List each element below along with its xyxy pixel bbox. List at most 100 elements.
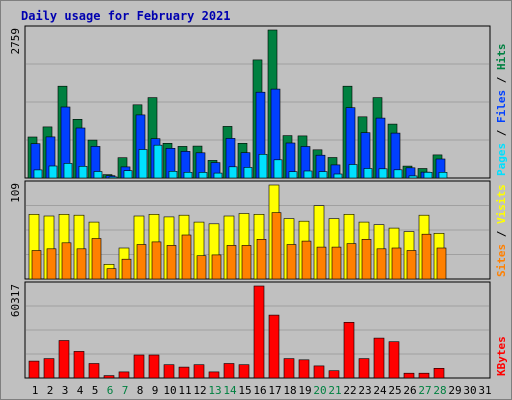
kbytes-bar [103,375,115,379]
sites-bar [241,245,252,280]
kbytes-bar [433,367,445,379]
legend-sites: Sites [495,244,508,277]
kbytes-bar [313,365,325,379]
x-tick-label-day-12: 12 [193,384,206,397]
kbytes-bar [253,285,265,379]
x-tick-label-day-14: 14 [223,384,237,397]
x-tick-label-day-23: 23 [358,384,371,397]
pages-bar [318,171,328,179]
pages-bar [393,169,403,179]
panel-visits-sites-ymax-label: 109 [9,183,22,203]
legend-separator: / [495,70,508,90]
kbytes-bar [373,337,385,379]
x-tick-label-day-21: 21 [328,384,341,397]
sites-bar [331,246,342,280]
legend-hits: Hits [495,44,508,71]
kbytes-bar [43,358,55,379]
sites-bar [436,247,447,280]
sites-bar [256,239,267,280]
pages-bar [258,154,268,179]
panel-visits-sites-legend: Sites / Visits [495,184,508,277]
legend-separator: / [495,123,508,143]
pages-bar [33,169,43,179]
kbytes-bar [178,366,190,379]
x-tick-label-day-11: 11 [178,384,191,397]
x-tick-label-day-18: 18 [283,384,296,397]
kbytes-bar [328,370,340,379]
kbytes-bar [223,363,235,379]
panel-hits-files-pages-legend: Pages / Files / Hits [495,44,508,177]
kbytes-bar [343,321,355,379]
sites-bar [226,245,237,280]
x-tick-label-day-3: 3 [62,384,69,397]
pages-bar [288,171,298,179]
pages-bar [303,170,313,179]
x-tick-label-day-17: 17 [268,384,281,397]
legend-separator: / [495,224,508,244]
pages-bar [333,173,343,179]
pages-bar [153,144,163,179]
pages-bar [228,166,238,179]
x-tick-label-day-20: 20 [313,384,326,397]
pages-bar [408,175,418,179]
pages-bar [378,168,388,179]
x-tick-label-day-6: 6 [107,384,114,397]
kbytes-bar [88,363,100,379]
kbytes-bar [73,351,85,379]
x-tick-label-day-16: 16 [253,384,266,397]
sites-bar [91,238,102,280]
x-tick-label-day-8: 8 [137,384,144,397]
sites-bar [166,245,177,280]
x-tick-label-day-29: 29 [448,384,461,397]
pages-bar [423,172,433,179]
sites-bar [391,247,402,280]
kbytes-bar [283,358,295,379]
x-tick-label-day-1: 1 [32,384,39,397]
pages-bar [63,163,73,179]
sites-bar [151,241,162,280]
kbytes-bar [358,358,370,379]
x-tick-label-day-27: 27 [418,384,431,397]
pages-bar [183,172,193,179]
sites-bar [361,239,372,280]
sites-bar [346,243,357,280]
kbytes-bar [268,314,280,379]
x-tick-label-day-30: 30 [463,384,476,397]
kbytes-bar [193,364,205,379]
x-tick-label-day-26: 26 [403,384,416,397]
pages-bar [108,176,118,179]
kbytes-bar [403,372,415,379]
sites-bar [406,250,417,280]
sites-bar [271,212,282,280]
pages-bar [348,164,358,179]
pages-bar [273,159,283,179]
pages-bar [93,171,103,179]
sites-bar [211,254,222,280]
x-tick-label-day-15: 15 [238,384,251,397]
sites-bar [316,246,327,280]
kbytes-bar [418,372,430,379]
pages-bar [243,167,253,179]
kbytes-bar [208,371,220,379]
x-tick-label-day-22: 22 [343,384,356,397]
legend-pages: Pages [495,143,508,176]
sites-bar [76,248,87,280]
pages-bar [363,168,373,179]
pages-bar [198,172,208,179]
x-tick-label-day-9: 9 [152,384,159,397]
sites-bar [286,244,297,280]
kbytes-bar [148,354,160,379]
sites-bar [196,255,207,280]
kbytes-bar [133,354,145,379]
sites-bar [31,250,42,280]
x-tick-label-day-13: 13 [208,384,221,397]
pages-bar [438,172,448,179]
x-tick-label-day-10: 10 [163,384,176,397]
kbytes-bar [163,364,175,379]
graph-title: Daily usage for February 2021 [21,9,231,23]
kbytes-bar [58,340,70,379]
sites-bar [301,240,312,280]
pages-bar [213,172,223,179]
